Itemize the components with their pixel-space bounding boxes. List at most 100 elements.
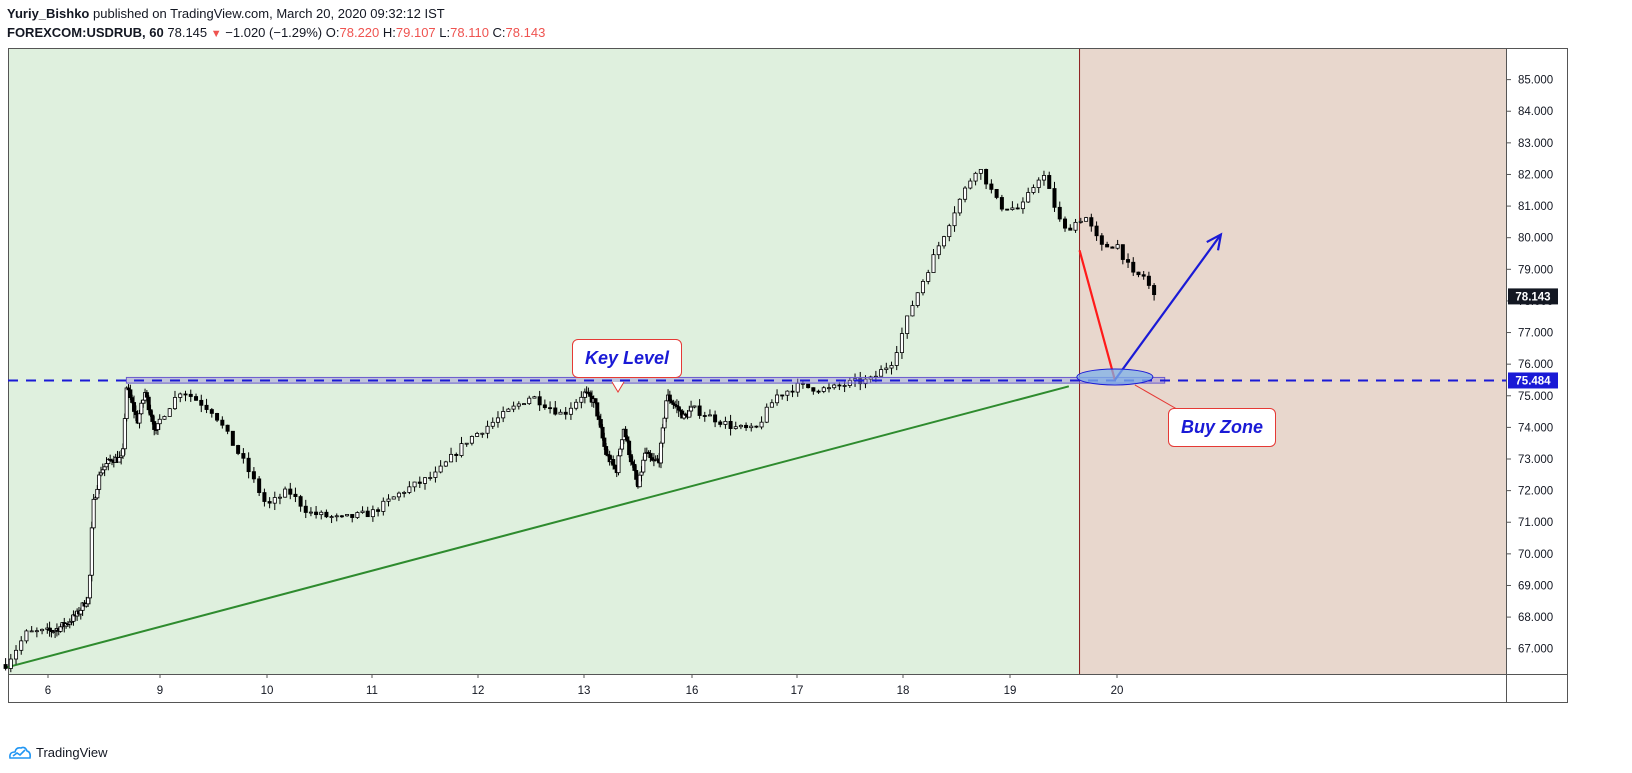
forecast-down-line[interactable] xyxy=(1078,250,1116,381)
forecast-up-line[interactable] xyxy=(1113,233,1222,381)
candle-body xyxy=(215,413,220,421)
candle xyxy=(370,505,375,522)
candle xyxy=(433,466,438,483)
candle-body xyxy=(616,455,621,474)
y-tick-label: 84.000 xyxy=(1518,106,1553,118)
candle-body xyxy=(744,424,749,429)
candle-body xyxy=(754,425,759,428)
candle xyxy=(957,198,962,216)
candle-body xyxy=(910,305,915,317)
candle-body xyxy=(97,474,102,490)
candle-body xyxy=(978,169,983,174)
candle xyxy=(637,474,642,488)
candle-body xyxy=(86,597,91,605)
candle xyxy=(298,494,303,512)
buy-zone-ellipse[interactable] xyxy=(1076,368,1154,386)
candle-body xyxy=(634,470,639,480)
buy-zone-callout[interactable]: Buy Zone xyxy=(1168,408,1277,447)
candle-body xyxy=(449,453,454,463)
candle xyxy=(1141,271,1146,280)
candle xyxy=(994,188,999,200)
candle-body xyxy=(611,459,616,466)
candle-body xyxy=(639,471,644,476)
candle-body xyxy=(713,414,718,423)
down-arrow-icon: ▼ xyxy=(210,28,222,40)
candle xyxy=(475,431,480,437)
candle xyxy=(713,410,718,428)
candle-body xyxy=(155,423,160,431)
candle-body xyxy=(593,398,598,404)
high-value: 79.107 xyxy=(395,25,436,40)
candle-body xyxy=(89,527,94,576)
candle-body xyxy=(141,399,146,404)
candle xyxy=(806,383,811,389)
candle-body xyxy=(623,428,628,438)
candle xyxy=(402,490,407,498)
candle-body xyxy=(826,387,831,390)
candle xyxy=(1020,197,1025,214)
candle xyxy=(428,471,433,481)
candle-body xyxy=(553,407,558,415)
y-tick-label: 74.000 xyxy=(1518,422,1553,434)
candle-body xyxy=(34,630,39,633)
publish-info: Yuriy_Bishko published on TradingView.co… xyxy=(7,6,445,21)
candle-body xyxy=(643,452,648,461)
candle xyxy=(1152,283,1157,301)
candle xyxy=(490,417,495,429)
support-trendline[interactable] xyxy=(5,385,1070,669)
candle-body xyxy=(884,367,889,371)
candle xyxy=(744,422,749,431)
candle-body xyxy=(1073,221,1078,231)
candle-body xyxy=(811,387,816,392)
y-tick-label: 67.000 xyxy=(1518,644,1553,656)
candle-body xyxy=(133,411,138,416)
candle-body xyxy=(412,481,417,488)
candle xyxy=(707,409,712,417)
candle-body xyxy=(905,315,910,334)
candle xyxy=(157,414,162,430)
x-tick-label: 10 xyxy=(261,685,274,697)
candle xyxy=(183,390,188,402)
y-tick-label: 83.000 xyxy=(1518,138,1553,150)
candle xyxy=(495,411,500,428)
candle xyxy=(999,194,1004,212)
forecast-up-arrowhead-icon xyxy=(1206,232,1223,251)
candle-body xyxy=(989,183,994,190)
candle xyxy=(1005,208,1010,211)
candle xyxy=(314,506,319,519)
candle xyxy=(334,513,339,522)
candle-body xyxy=(574,401,579,409)
y-tick-label: 70.000 xyxy=(1518,549,1553,561)
candle xyxy=(889,361,894,375)
candle xyxy=(968,178,973,190)
tradingview-footer[interactable]: TradingView xyxy=(8,744,108,760)
candle-body xyxy=(641,459,646,473)
candle-body xyxy=(117,457,122,463)
candle-body xyxy=(303,505,308,513)
candle xyxy=(319,510,324,520)
candle-body xyxy=(148,409,153,416)
candle xyxy=(942,235,947,249)
key-level-callout[interactable]: Key Level xyxy=(572,339,683,378)
candle-body xyxy=(1136,271,1141,276)
candle-body xyxy=(511,405,516,410)
candle xyxy=(1110,246,1115,249)
candle-body xyxy=(1036,179,1041,188)
candle-body xyxy=(707,414,712,417)
candle xyxy=(868,375,873,383)
candle-body xyxy=(480,432,485,435)
candle xyxy=(579,391,584,409)
candle-body xyxy=(1084,217,1089,222)
candle-body xyxy=(360,510,365,513)
candle-body xyxy=(454,453,459,456)
candle-body xyxy=(632,463,637,471)
author-name[interactable]: Yuriy_Bishko xyxy=(7,6,90,21)
candle xyxy=(293,487,298,503)
candle-body xyxy=(124,387,129,419)
last-price: 78.145 xyxy=(167,25,208,40)
candle xyxy=(785,390,790,402)
x-tick-label: 11 xyxy=(366,685,378,697)
candle xyxy=(963,186,968,203)
candle xyxy=(277,493,282,505)
